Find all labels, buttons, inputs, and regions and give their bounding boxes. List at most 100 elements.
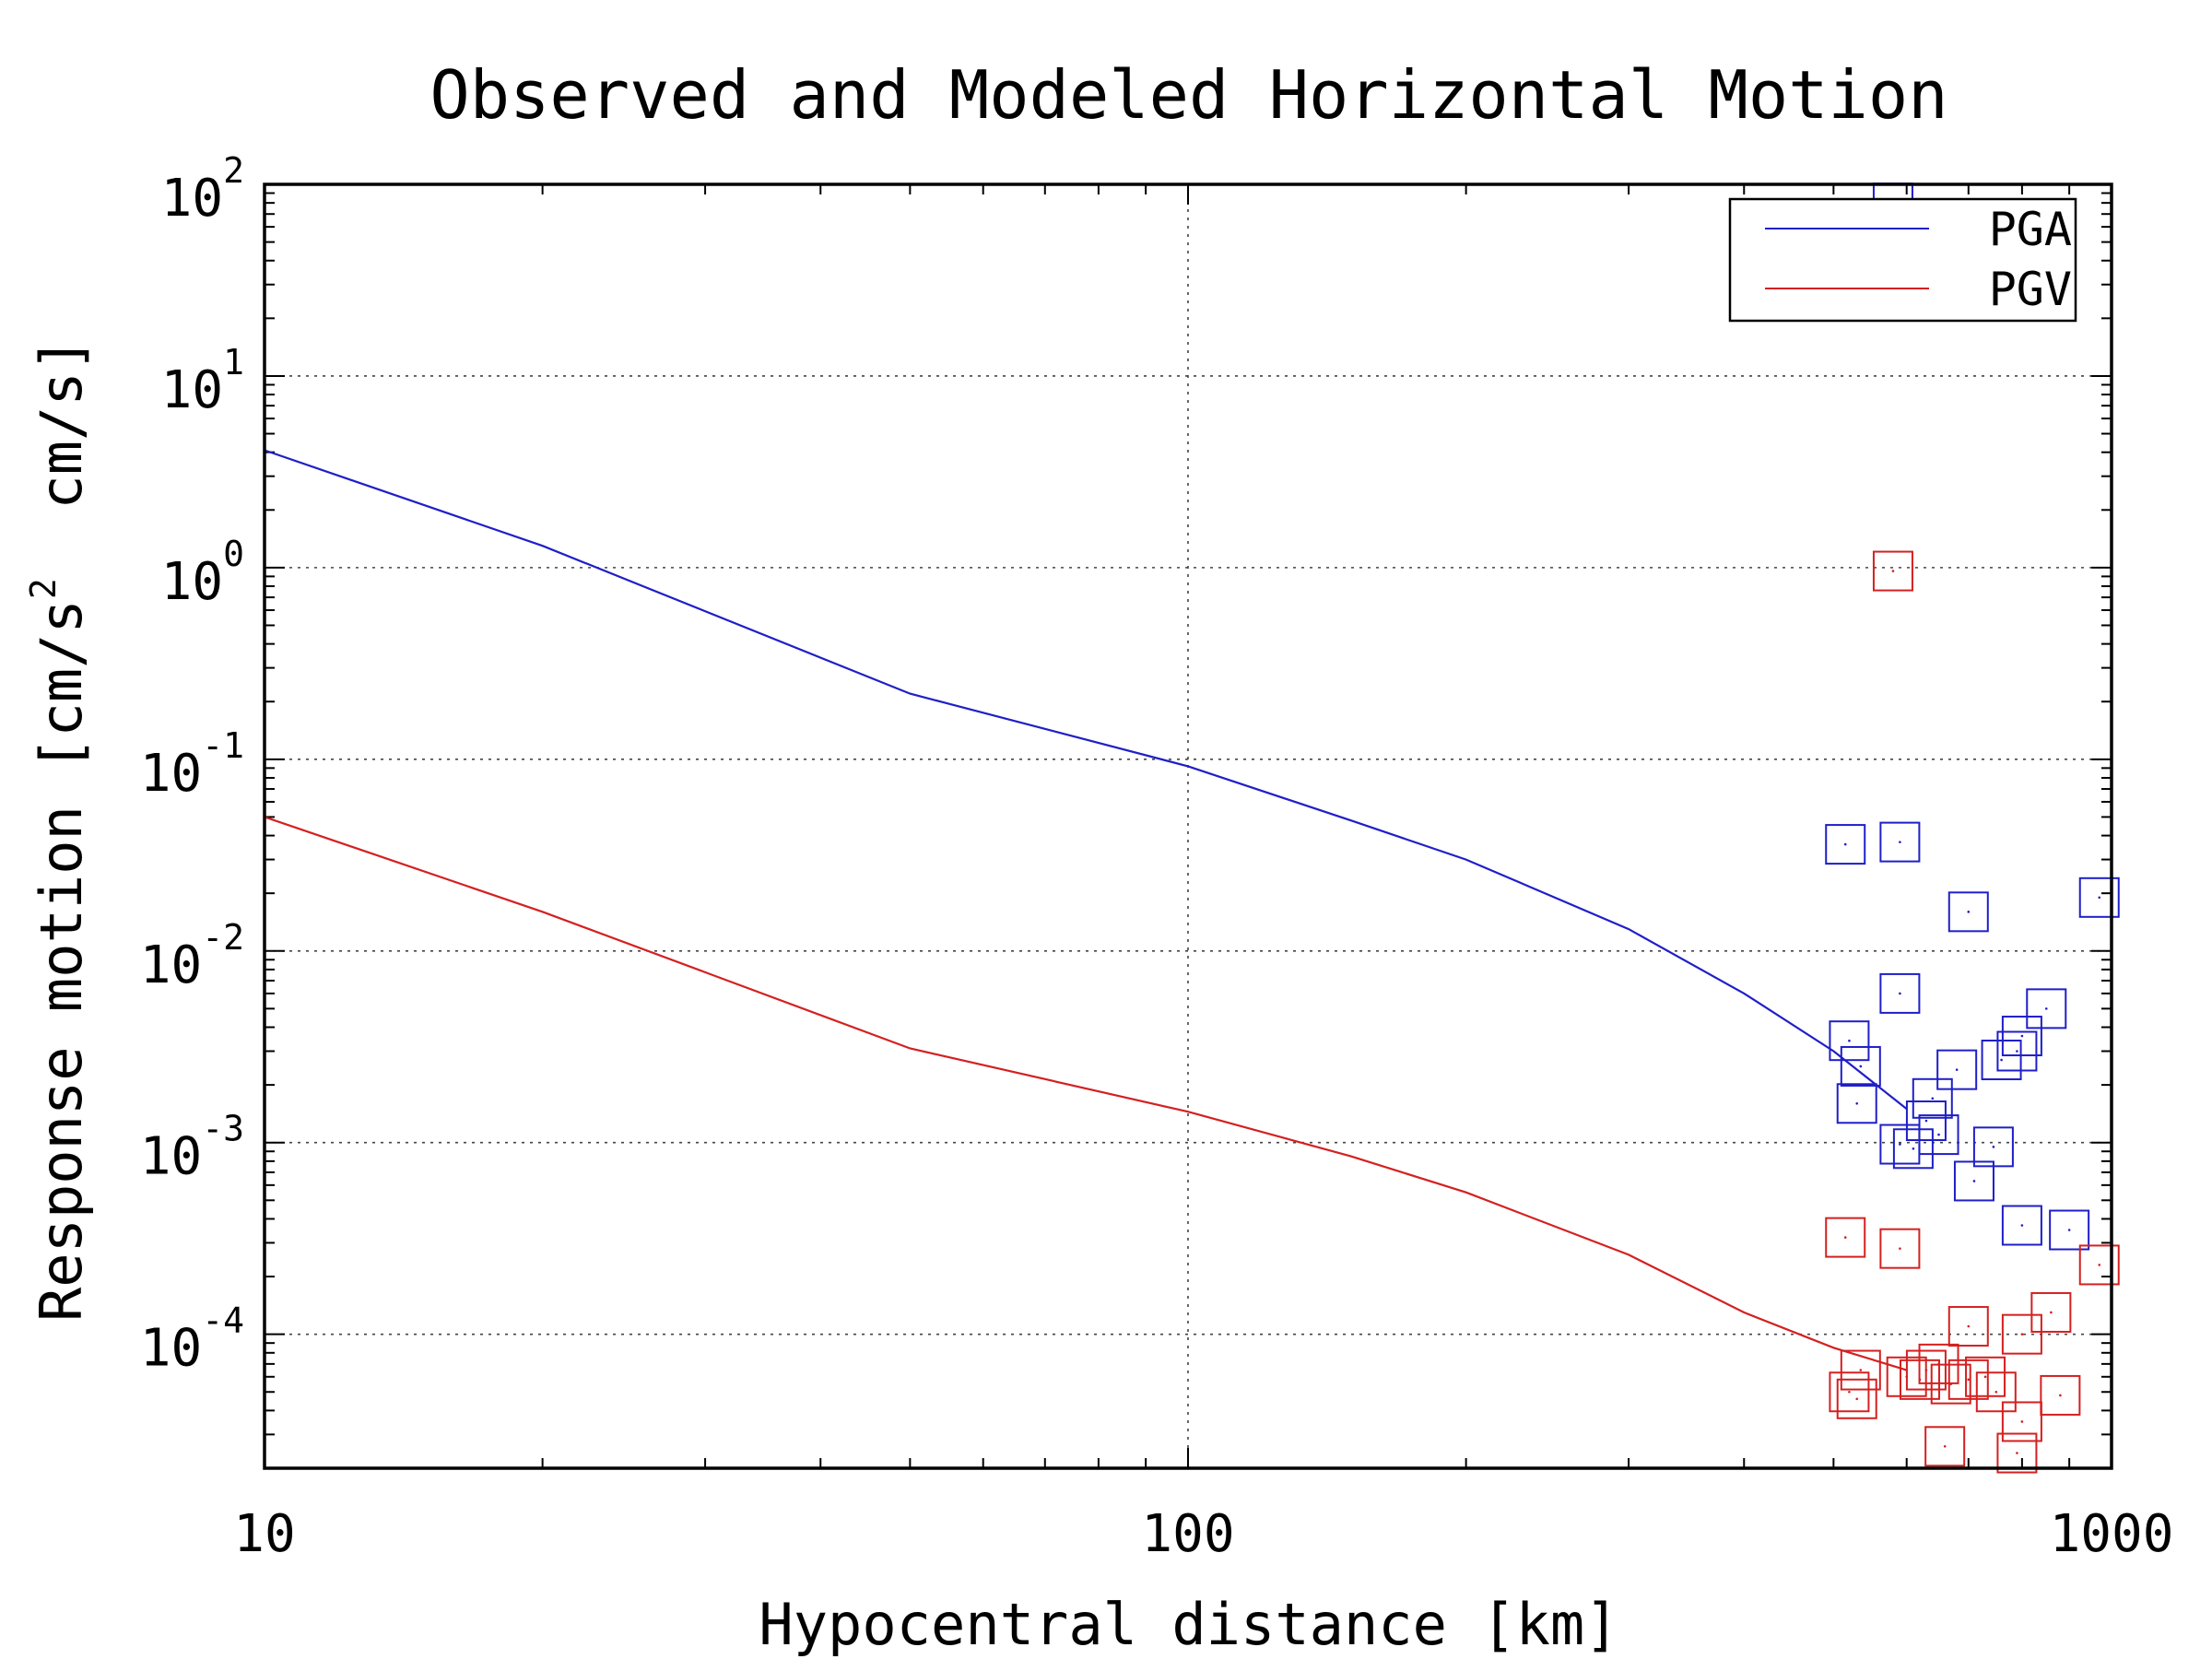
y-tick-exponent: 0	[223, 534, 244, 574]
marker-center-dot	[1859, 1065, 1863, 1068]
marker-center-dot	[1899, 992, 1901, 995]
legend: PGA PGV	[1728, 197, 2077, 323]
marker-pgv-observed	[2001, 1313, 2042, 1355]
marker-center-dot	[1899, 841, 1901, 843]
marker-center-dot	[2020, 1034, 2024, 1038]
marker-pgv-observed	[2001, 1401, 2042, 1442]
y-axis-label-unit: cm/s]	[28, 337, 95, 578]
y-tick-base: 10	[140, 935, 202, 995]
marker-center-dot	[2044, 1007, 2048, 1010]
marker-center-dot	[1931, 1097, 1935, 1100]
marker-center-dot	[1972, 1180, 1976, 1182]
marker-center-dot	[1843, 1236, 1847, 1239]
marker-pgv-observed	[1836, 1378, 1877, 1419]
marker-pgv-observed	[1947, 1306, 1989, 1347]
data-series	[264, 182, 2120, 1474]
marker-center-dot	[2059, 1394, 2062, 1397]
marker-pga-observed	[1981, 1040, 2022, 1081]
x-tick-labels: 10 100 1000	[233, 1504, 2173, 1564]
marker-pga-observed	[1825, 824, 1866, 865]
y-axis-label-exponent: 2	[23, 578, 64, 599]
y-tick-label: 102	[161, 150, 244, 229]
marker-pga-observed	[1947, 891, 1989, 933]
marker-center-dot	[2098, 896, 2101, 900]
marker-pgv-observed	[1879, 1228, 1921, 1269]
series-line-pga	[264, 449, 1908, 1110]
marker-center-dot	[1967, 911, 1971, 913]
marker-pga-observed	[1996, 1030, 2038, 1072]
marker-center-dot	[1859, 1369, 1863, 1371]
marker-pga-observed	[2049, 1209, 2090, 1251]
marker-center-dot	[1992, 1146, 1995, 1148]
marker-pgv-observed	[1840, 1349, 1881, 1391]
marker-pgv-observed	[1930, 1363, 1971, 1405]
y-tick-base: 10	[161, 169, 223, 229]
marker-pgv-observed	[1975, 1371, 2017, 1413]
marker-center-dot	[2020, 1224, 2024, 1227]
marker-pgv-observed	[1829, 1371, 1870, 1413]
marker-pgv-observed	[1965, 1356, 2006, 1397]
marker-pga-observed	[1892, 1128, 1934, 1170]
marker-center-dot	[2020, 1333, 2024, 1335]
x-tick-label: 10	[233, 1504, 295, 1564]
marker-center-dot	[2050, 1311, 2053, 1314]
marker-pgv-observed	[1947, 1359, 1989, 1400]
marker-center-dot	[1937, 1133, 1940, 1136]
series-line-pgv	[264, 816, 1908, 1371]
marker-center-dot	[2016, 1452, 2018, 1454]
y-tick-base: 10	[161, 360, 223, 420]
marker-pga-observed	[1912, 1077, 1953, 1119]
marker-pgv-observed	[2078, 1244, 2120, 1286]
marker-pga-observed	[1953, 1160, 1994, 1202]
y-tick-base: 10	[140, 1319, 202, 1379]
marker-center-dot	[2020, 1420, 2024, 1423]
marker-pgv-observed	[2040, 1374, 2081, 1416]
marker-center-dot	[1912, 1147, 1915, 1150]
marker-center-dot	[1899, 1143, 1901, 1146]
marker-pgv-observed	[1825, 1217, 1866, 1258]
marker-center-dot	[2016, 1050, 2018, 1053]
marker-center-dot	[1924, 1369, 1928, 1371]
y-tick-exponent: -2	[202, 917, 244, 958]
y-tick-exponent: 2	[223, 150, 244, 191]
marker-center-dot	[1843, 842, 1847, 846]
marker-pga-observed	[2026, 988, 2067, 1030]
y-tick-exponent: -4	[202, 1300, 244, 1341]
marker-center-dot	[1994, 1390, 1998, 1394]
marker-center-dot	[1955, 1068, 1959, 1071]
marker-pgv-observed	[1996, 1432, 2038, 1474]
marker-center-dot	[2067, 1229, 2071, 1231]
y-tick-exponent: 1	[223, 342, 244, 382]
marker-center-dot	[1967, 1378, 1971, 1382]
grid-lines	[265, 184, 2112, 1468]
marker-pga-observed	[1936, 1049, 1978, 1090]
marker-center-dot	[1848, 1390, 1851, 1394]
marker-pgv-observed	[1924, 1426, 1966, 1467]
y-tick-base: 10	[161, 552, 223, 612]
marker-center-dot	[2098, 1264, 2101, 1266]
marker-center-dot	[1949, 1382, 1953, 1385]
chart-title: Observed and Modeled Horizontal Motion	[429, 56, 1947, 134]
marker-pga-observed	[1836, 1083, 1877, 1124]
y-tick-exponent: -3	[202, 1109, 244, 1149]
marker-pga-observed	[2001, 1205, 2042, 1246]
y-axis-label-main: Response motion [cm/s	[28, 599, 95, 1322]
marker-pgv-observed	[2030, 1291, 2072, 1333]
marker-pga-observed	[2078, 877, 2120, 918]
y-axis-label-unit-text: cm/s]	[28, 337, 95, 510]
marker-pga-observed	[2001, 1016, 2042, 1057]
y-tick-label: 10-2	[140, 917, 244, 995]
legend-pga-label: PGA	[1989, 203, 2072, 256]
marker-center-dot	[1848, 1039, 1851, 1042]
marker-pgv-observed	[1905, 1349, 1947, 1391]
marker-center-dot	[1855, 1397, 1859, 1401]
y-tick-base: 10	[140, 1127, 202, 1187]
plot-frame	[263, 182, 2113, 1470]
marker-pga-observed	[1905, 1100, 1947, 1142]
marker-center-dot	[1855, 1101, 1859, 1105]
y-tick-label: 100	[161, 534, 244, 612]
marker-pga-observed	[1879, 1124, 1921, 1165]
marker-pga-observed	[1879, 972, 1921, 1014]
